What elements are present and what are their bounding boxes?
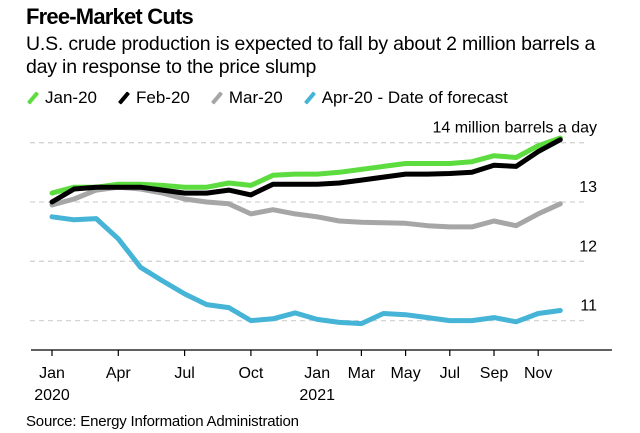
series-line-apr-20: [49, 214, 563, 327]
legend: Jan-20 Feb-20 Mar-20 Apr-20 - Date of fo…: [26, 87, 528, 109]
series-line-jan-20: [49, 135, 563, 196]
chart-subtitle: U.S. crude production is expected to fal…: [26, 33, 596, 78]
chart-title: Free-Market Cuts: [26, 4, 194, 29]
x-tick-year-label: 2021: [299, 387, 335, 404]
x-tick-label: Oct: [238, 365, 263, 382]
y-tick-label-14: 14 million barrels a day: [432, 120, 597, 137]
legend-label: Jan-20: [45, 88, 97, 107]
x-tick-label: Jul: [440, 365, 460, 382]
x-tick-label: Apr: [106, 365, 132, 382]
y-axis-labels: 14 million barrels a day 13 12 11: [432, 120, 597, 315]
x-tick-label: May: [390, 365, 420, 382]
legend-label: Apr-20 - Date of forecast: [321, 88, 508, 107]
legend-label: Feb-20: [135, 88, 190, 107]
series-line-mar-20: [49, 184, 563, 230]
x-tick-year-label: 2020: [34, 387, 70, 404]
x-tick-label: Sep: [480, 365, 509, 382]
legend-item-jan-20: Jan-20: [26, 88, 97, 108]
x-tick-label: Mar: [348, 365, 376, 382]
x-tick-label: Jul: [174, 365, 194, 382]
y-tick-label-11: 11: [580, 298, 597, 315]
source-note: Source: Energy Information Administratio…: [26, 413, 299, 430]
legend-item-apr-20: Apr-20 - Date of forecast: [303, 88, 508, 108]
y-tick-label-12: 12: [579, 238, 597, 255]
x-tick-label: Nov: [524, 365, 552, 382]
x-axis: Jan 2020 Apr Jul Oct Jan 2021 Mar May Jul Sep Nov: [31, 349, 612, 404]
legend-item-mar-20: Mar-20: [210, 88, 283, 108]
legend-item-feb-20: Feb-20: [117, 88, 190, 108]
series-line-feb-20: [49, 137, 563, 205]
x-tick-label: Jan: [39, 365, 65, 382]
y-tick-label-13: 13: [579, 179, 597, 196]
series-lines: [49, 135, 563, 327]
gridlines: [30, 142, 585, 322]
x-tick-label: Jan: [304, 365, 330, 382]
legend-label: Mar-20: [228, 88, 283, 107]
